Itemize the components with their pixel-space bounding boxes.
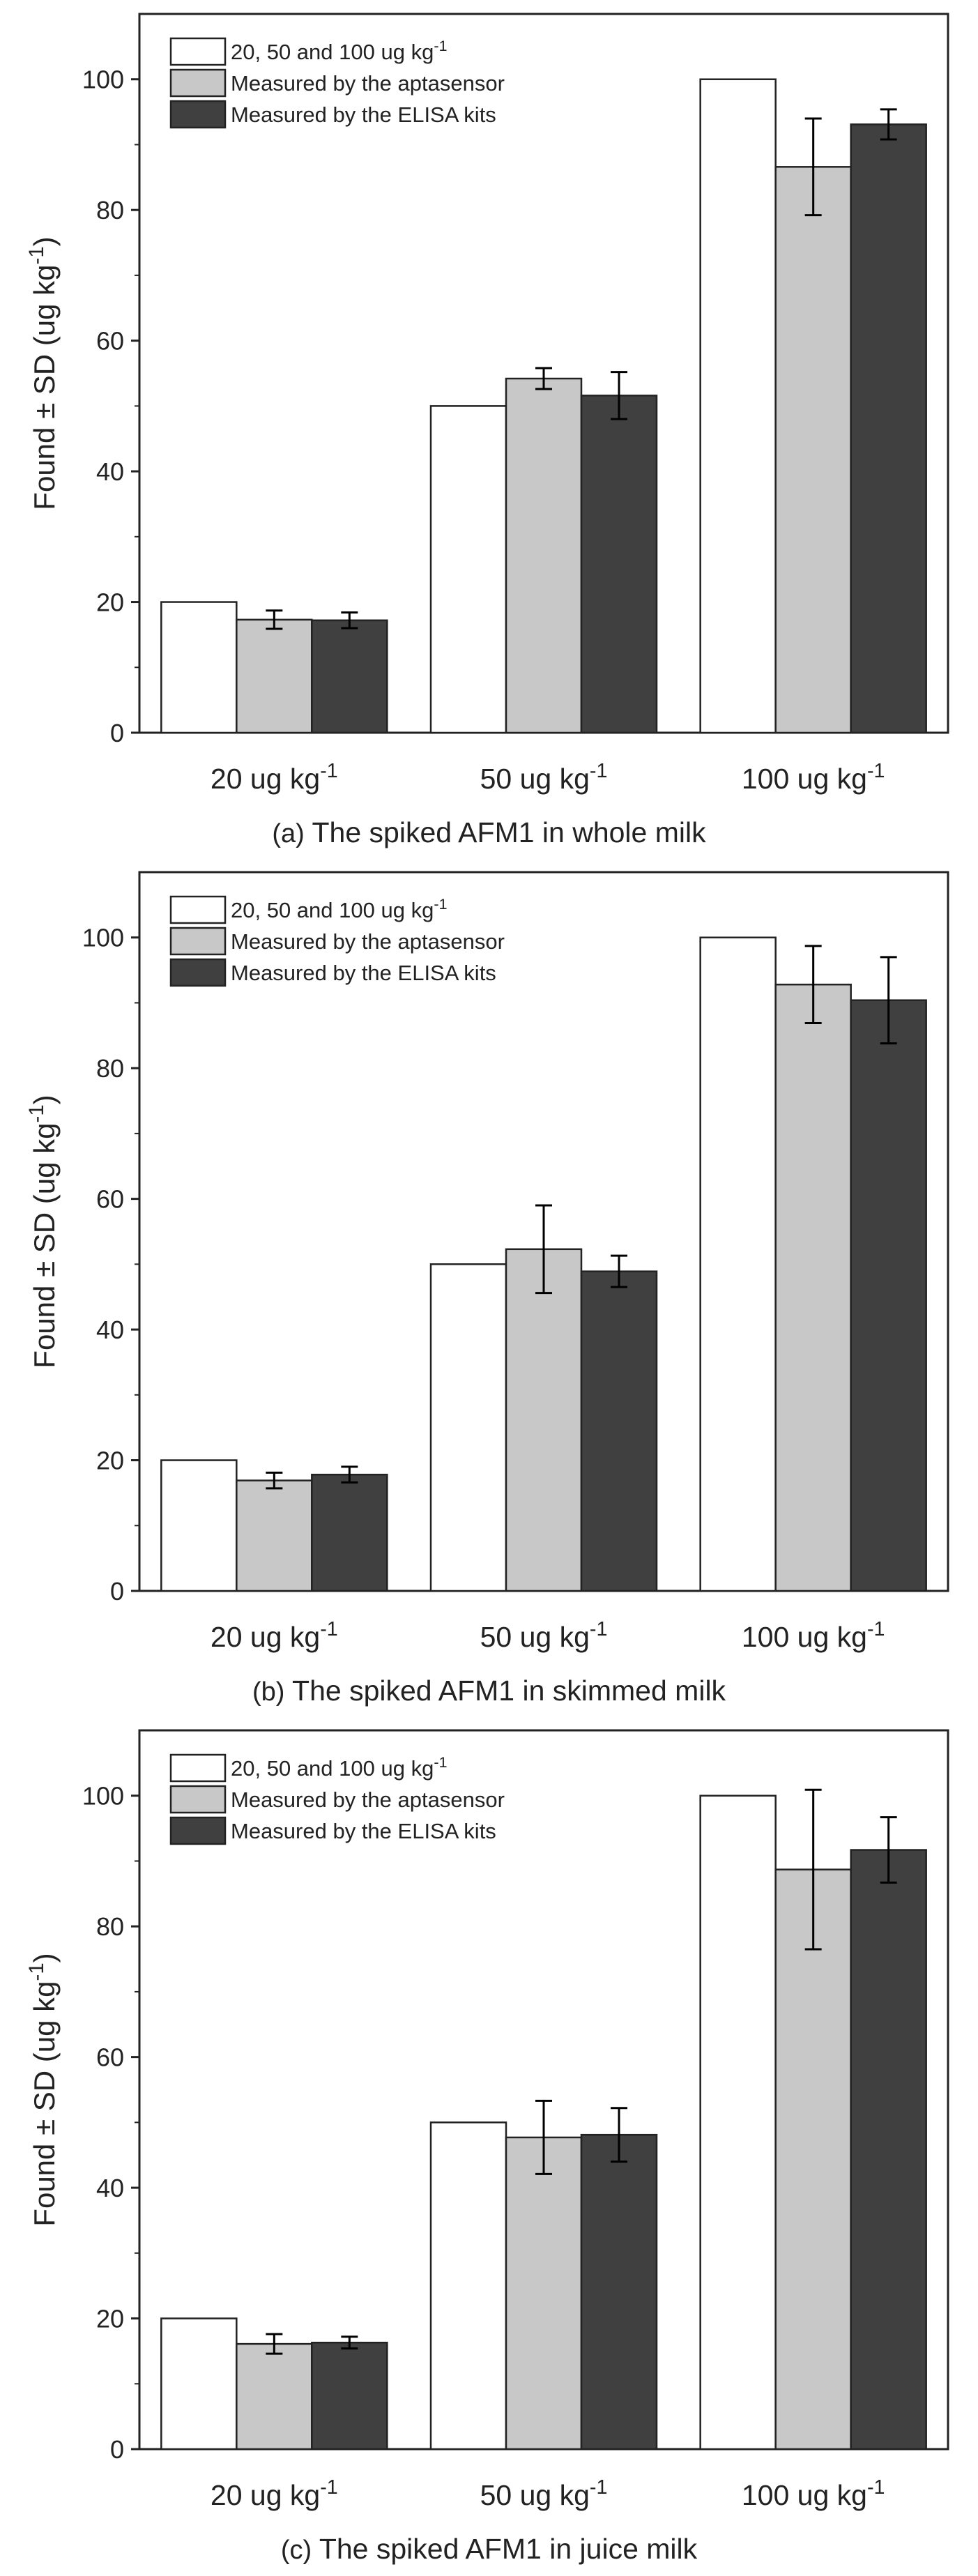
panel-b: 0 20 40 60 80 100 Found ± SD (ug kg-1) 20 ug kg…: [0, 858, 978, 1716]
caption-a: (a) The spiked AFM1 in whole milk: [0, 816, 978, 849]
x-tick-label: 100 ug kg-1: [742, 760, 885, 795]
y-tick-label: 100: [82, 66, 124, 94]
caption-text: The spiked AFM1 in whole milk: [304, 816, 706, 848]
bar-chart-b: 0 20 40 60 80 100 Found ± SD (ug kg-1) 20 ug kg…: [25, 871, 949, 1653]
panel-c: 0 20 40 60 80 100 Found ± SD (ug kg-1) 20 ug kg…: [0, 1716, 978, 2575]
legend-swatch: [169, 68, 227, 98]
x-tick-label: 20 ug kg-1: [211, 760, 338, 795]
bar: [236, 1479, 313, 1592]
bar: [850, 123, 927, 734]
bar: [160, 2317, 238, 2451]
legend-swatch: [169, 1816, 227, 1845]
y-tick-label: 60: [96, 1185, 124, 1214]
bar: [580, 395, 658, 734]
bar: [160, 601, 238, 734]
legend-swatch: [169, 895, 227, 924]
y-tick-label: 80: [96, 1054, 124, 1083]
legend-label: Measured by the ELISA kits: [231, 1819, 496, 1843]
bar: [311, 619, 388, 734]
caption-prefix: (c): [280, 2536, 312, 2565]
y-tick-label: 40: [96, 1316, 124, 1344]
x-tick-label: 50 ug kg-1: [480, 1618, 608, 1653]
caption-text: The spiked AFM1 in juice milk: [312, 2533, 698, 2565]
y-tick-label: 60: [96, 2043, 124, 2072]
bar: [505, 377, 583, 734]
caption-prefix: (a): [272, 819, 305, 848]
legend-swatch: [169, 1785, 227, 1814]
bar: [160, 1459, 238, 1592]
bar-chart-a: 0 20 40 60 80 100 Found ± SD (ug kg-1) 20 ug kg…: [25, 13, 949, 795]
bar: [236, 618, 313, 734]
bar: [774, 983, 852, 1592]
bar: [850, 1849, 927, 2451]
legend-label: 20, 50 and 100 ug kg-1: [231, 895, 448, 923]
legend-label: 20, 50 and 100 ug kg-1: [231, 1753, 448, 1781]
legend-label: 20, 50 and 100 ug kg-1: [231, 37, 448, 65]
bar: [699, 936, 777, 1592]
legend-swatch: [169, 958, 227, 987]
panel-a: 0 20 40 60 80 100 Found ± SD (ug kg-1) 20 ug kg…: [0, 0, 978, 858]
caption-c: (c) The spiked AFM1 in juice milk: [0, 2533, 978, 2566]
bar: [774, 166, 852, 734]
x-tick-label: 50 ug kg-1: [480, 760, 608, 795]
y-tick-label: 20: [96, 2305, 124, 2333]
legend-swatch: [169, 37, 227, 66]
caption-b: (b) The spiked AFM1 in skimmed milk: [0, 1675, 978, 1707]
bar: [505, 1248, 583, 1592]
y-tick-label: 100: [82, 924, 124, 952]
bar: [311, 1473, 388, 1592]
bar: [429, 405, 507, 734]
legend-label: Measured by the ELISA kits: [231, 102, 496, 127]
bar-chart-c: 0 20 40 60 80 100 Found ± SD (ug kg-1) 20 ug kg…: [25, 1729, 949, 2511]
y-tick-label: 0: [110, 719, 124, 747]
y-tick-label: 100: [82, 1782, 124, 1811]
x-tick-label: 20 ug kg-1: [211, 1618, 338, 1653]
legend-swatch: [169, 927, 227, 956]
legend-label: Measured by the aptasensor: [231, 1788, 505, 1812]
bar: [699, 1794, 777, 2451]
y-tick-label: 40: [96, 2174, 124, 2202]
x-tick-label: 100 ug kg-1: [742, 1618, 885, 1653]
bar: [236, 2342, 313, 2451]
y-tick-label: 0: [110, 2435, 124, 2464]
x-tick-label: 20 ug kg-1: [211, 2476, 338, 2511]
bar: [429, 2121, 507, 2451]
caption-text: The spiked AFM1 in skimmed milk: [284, 1675, 726, 1707]
bar: [429, 1263, 507, 1592]
x-tick-label: 100 ug kg-1: [742, 2476, 885, 2511]
legend-label: Measured by the ELISA kits: [231, 961, 496, 985]
y-tick-label: 80: [96, 196, 124, 224]
y-tick-label: 40: [96, 457, 124, 486]
y-tick-label: 80: [96, 1912, 124, 1941]
y-axis-label: Found ± SD (ug kg-1): [25, 1953, 61, 2226]
legend-label: Measured by the aptasensor: [231, 929, 505, 954]
legend-swatch: [169, 100, 227, 129]
legend-swatch: [169, 1753, 227, 1783]
bar: [580, 2133, 658, 2451]
legend-label: Measured by the aptasensor: [231, 71, 505, 96]
y-axis-label: Found ± SD (ug kg-1): [25, 1095, 61, 1368]
y-tick-label: 20: [96, 1447, 124, 1475]
caption-prefix: (b): [252, 1677, 285, 1707]
y-tick-label: 0: [110, 1577, 124, 1606]
y-tick-label: 60: [96, 327, 124, 356]
bar: [505, 2136, 583, 2451]
bar: [699, 78, 777, 734]
bar: [580, 1270, 658, 1592]
x-tick-label: 50 ug kg-1: [480, 2476, 608, 2511]
y-tick-label: 20: [96, 588, 124, 617]
y-axis-label: Found ± SD (ug kg-1): [25, 236, 61, 510]
bar: [774, 1868, 852, 2451]
bar: [850, 999, 927, 1592]
bar: [311, 2341, 388, 2451]
